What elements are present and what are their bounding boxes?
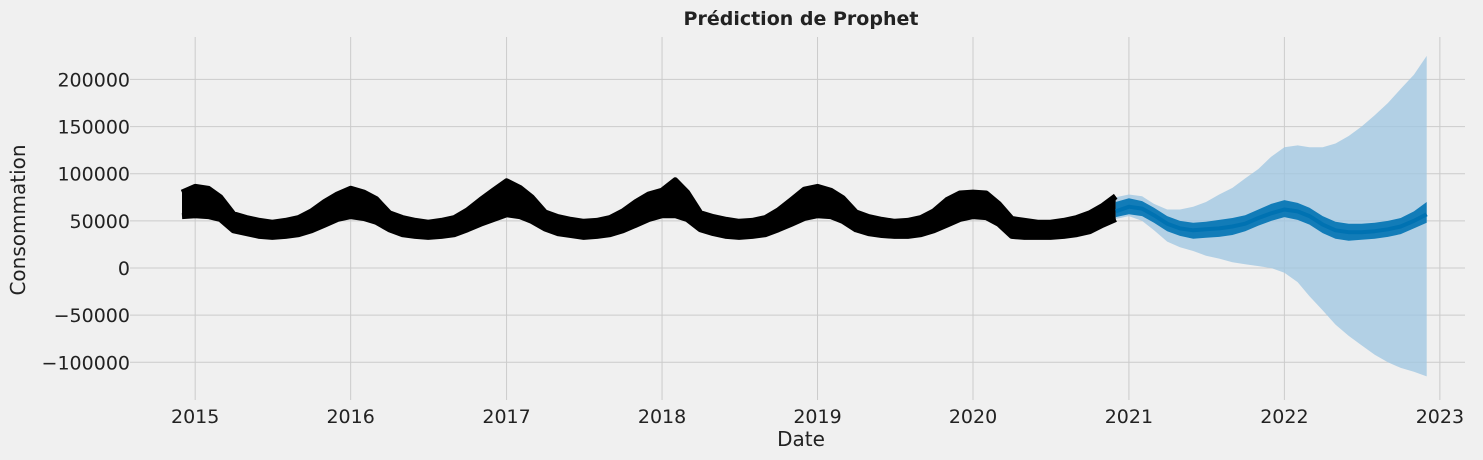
y-tick-label: −100000 <box>42 352 130 374</box>
y-tick-label: 0 <box>118 258 130 280</box>
x-axis-ticks: 2015 2016 2017 2018 2019 2020 2021 2022 2023 <box>171 406 1464 428</box>
x-tick-label: 2019 <box>793 406 841 428</box>
x-tick-label: 2015 <box>171 406 219 428</box>
y-axis-label: Consommation <box>6 144 30 295</box>
observed-lower-edge <box>181 211 1117 240</box>
y-tick-label: 100000 <box>57 164 130 186</box>
forecast-line-group <box>1115 198 1428 241</box>
chart-title: Prédiction de Prophet <box>684 8 919 30</box>
y-tick-label: 150000 <box>57 117 130 139</box>
x-axis-label: Date <box>777 427 825 451</box>
x-tick-label: 2016 <box>326 406 374 428</box>
x-tick-label: 2023 <box>1416 406 1464 428</box>
grid-lines <box>130 37 1465 400</box>
x-tick-label: 2018 <box>638 406 686 428</box>
observed-upper-edge <box>180 177 1118 226</box>
y-tick-label: −50000 <box>54 305 130 327</box>
x-tick-label: 2021 <box>1105 406 1153 428</box>
x-tick-label: 2022 <box>1260 406 1308 428</box>
y-tick-label: 50000 <box>70 211 130 233</box>
observed-data <box>180 177 1118 240</box>
y-axis-ticks: 200000 150000 100000 50000 0 −50000 −100000 <box>42 69 130 374</box>
y-tick-label: 200000 <box>57 69 130 91</box>
forecast-line <box>1115 204 1428 235</box>
x-tick-label: 2020 <box>949 406 997 428</box>
x-tick-label: 2017 <box>482 406 530 428</box>
